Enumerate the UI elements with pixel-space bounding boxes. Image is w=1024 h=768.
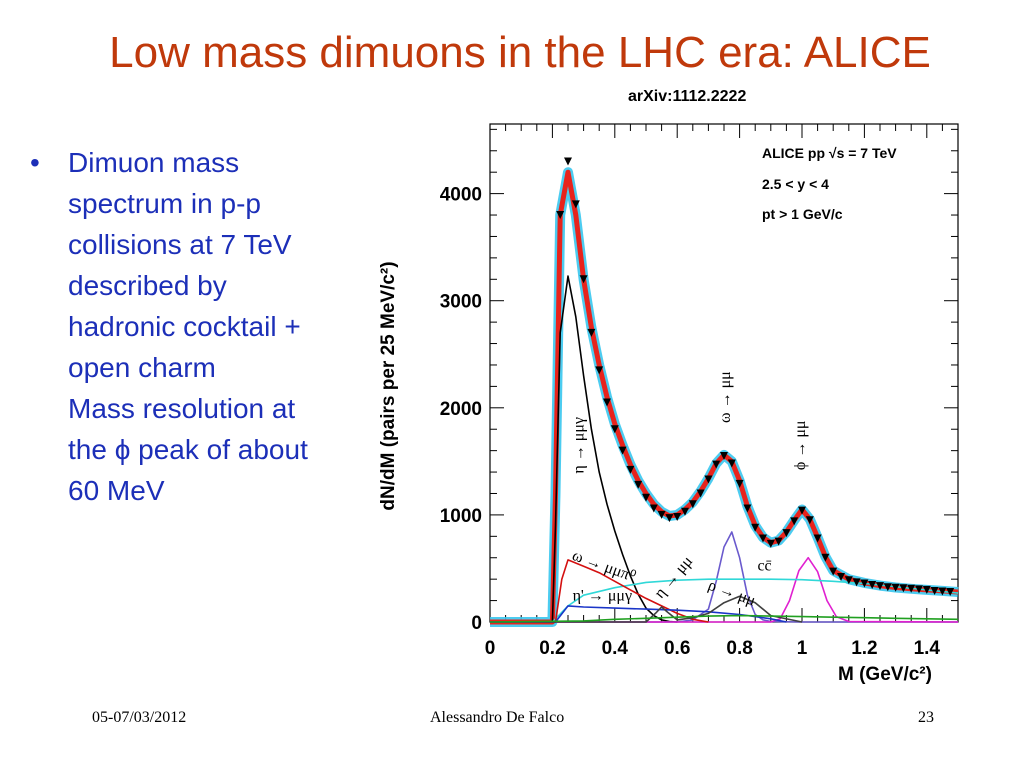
arxiv-reference: arXiv:1112.2222: [628, 88, 747, 105]
data-point: [634, 480, 643, 489]
data-point: [837, 573, 845, 582]
data-point: [564, 157, 572, 166]
bullet-line: the ϕ peak of about: [68, 434, 308, 465]
data-point: [852, 578, 861, 587]
data-point: [759, 534, 767, 543]
y-tick-label: 0: [471, 613, 482, 634]
data-point: [899, 584, 908, 593]
x-tick-label: 1.4: [914, 638, 941, 659]
curve-annotation: η → μμ: [651, 553, 696, 602]
data-point: [696, 489, 705, 498]
data-point: [587, 328, 596, 337]
data-point: [798, 506, 806, 515]
data-point: [657, 510, 666, 519]
x-tick-label: 0.4: [602, 638, 629, 659]
data-point: [782, 529, 791, 538]
data-point: [642, 493, 650, 502]
data-point: [720, 452, 728, 460]
data-point: [673, 513, 682, 522]
data-point: [922, 585, 931, 594]
curve-annotation: cc̄: [757, 558, 771, 575]
bullet-line: Mass resolution at: [68, 393, 296, 424]
x-axis-label: M (GeV/c²): [838, 664, 932, 685]
bullet-line: 60 MeV: [68, 475, 165, 506]
x-tick-label: 1.2: [851, 638, 877, 659]
data-point: [860, 579, 869, 588]
curve-annotation: η → μμγ: [571, 417, 588, 474]
data-point: [821, 553, 830, 562]
data-point: [735, 479, 744, 488]
data-point: [556, 211, 565, 220]
data-point: [727, 459, 736, 468]
legend-line: 2.5 < y < 4: [762, 176, 829, 192]
dimuon-mass-chart: 0 0.2 0.4 0.6 0.8 1 1.2 1.4 0 1000 2000 3000 4000 ALI…: [440, 123, 959, 659]
y-tick-label: 4000: [440, 185, 482, 206]
curve-annotation: ϕ → μμ: [792, 421, 809, 471]
y-axis-label: dN/dM (pairs per 25 MeV/c²): [378, 261, 399, 511]
data-point: [649, 504, 658, 513]
data-point: [813, 534, 822, 543]
data-point: [603, 398, 611, 407]
data-point: [930, 586, 939, 595]
x-tick-label: 1: [797, 638, 808, 659]
footer-author: Alessandro De Falco: [430, 709, 565, 726]
x-tick-label: 0.2: [539, 638, 565, 659]
slide-title: Low mass dimuons in the LHC era: ALICE: [109, 28, 931, 77]
data-point: [665, 514, 674, 523]
x-tick-label: 0.6: [664, 638, 690, 659]
y-tick-label: 1000: [440, 506, 482, 527]
data-point: [704, 475, 713, 484]
bullet-line: hadronic cocktail +: [68, 311, 301, 342]
data-point: [688, 500, 697, 509]
bullet-line: described by: [68, 270, 227, 301]
series-line: [490, 595, 803, 623]
y-tick-label: 3000: [440, 292, 482, 313]
data-point: [712, 460, 721, 469]
data-point: [938, 587, 947, 596]
data-point: [571, 200, 580, 209]
x-tick-label: 0: [485, 638, 496, 659]
data-point: [868, 581, 877, 590]
data-point: [743, 504, 752, 513]
data-point: [790, 517, 799, 526]
data-point: [595, 366, 604, 375]
legend-line: ALICE pp √s = 7 TeV: [762, 145, 897, 161]
data-point: [766, 539, 775, 548]
data-point: [829, 567, 838, 576]
data-point: [618, 446, 627, 455]
data-point: [907, 584, 916, 593]
series-line: [490, 531, 958, 623]
data-point: [774, 537, 783, 546]
bullet-text: Dimuon mass spectrum in p-p collisions a…: [68, 142, 375, 511]
bullet-line: Dimuon mass: [68, 147, 240, 178]
bullet-list: • Dimuon mass spectrum in p-p collisions…: [30, 142, 375, 511]
bullet-marker: •: [30, 147, 40, 178]
curve-annotation: ω → μμπ⁰: [570, 547, 638, 586]
data-point: [805, 516, 814, 525]
series-line: [489, 614, 959, 623]
curve-annotation: ρ → μμ: [706, 577, 758, 610]
data-point: [579, 275, 588, 284]
data-point: [681, 507, 689, 516]
data-point: [751, 523, 760, 532]
series-line: [490, 559, 709, 623]
data-point: [626, 465, 635, 474]
footer-date: 05-07/03/2012: [92, 709, 187, 726]
legend-line: pt > 1 GeV/c: [762, 206, 843, 222]
y-tick-label: 2000: [440, 399, 482, 420]
data-point: [844, 576, 853, 585]
footer-page-number: 23: [918, 709, 934, 726]
data-point: [610, 425, 619, 434]
data-point: [876, 582, 884, 591]
bullet-line: spectrum in p-p: [68, 188, 261, 219]
curve-annotation: η' → μμγ: [573, 588, 632, 605]
bullet-line: open charm: [68, 352, 216, 383]
data-point: [915, 585, 923, 594]
data-point: [946, 588, 955, 597]
bullet-line: collisions at 7 TeV: [68, 229, 292, 260]
data-point: [883, 583, 892, 592]
curve-annotation: ω → μμ: [717, 371, 734, 423]
data-point: [891, 583, 900, 592]
x-tick-label: 0.8: [726, 638, 752, 659]
